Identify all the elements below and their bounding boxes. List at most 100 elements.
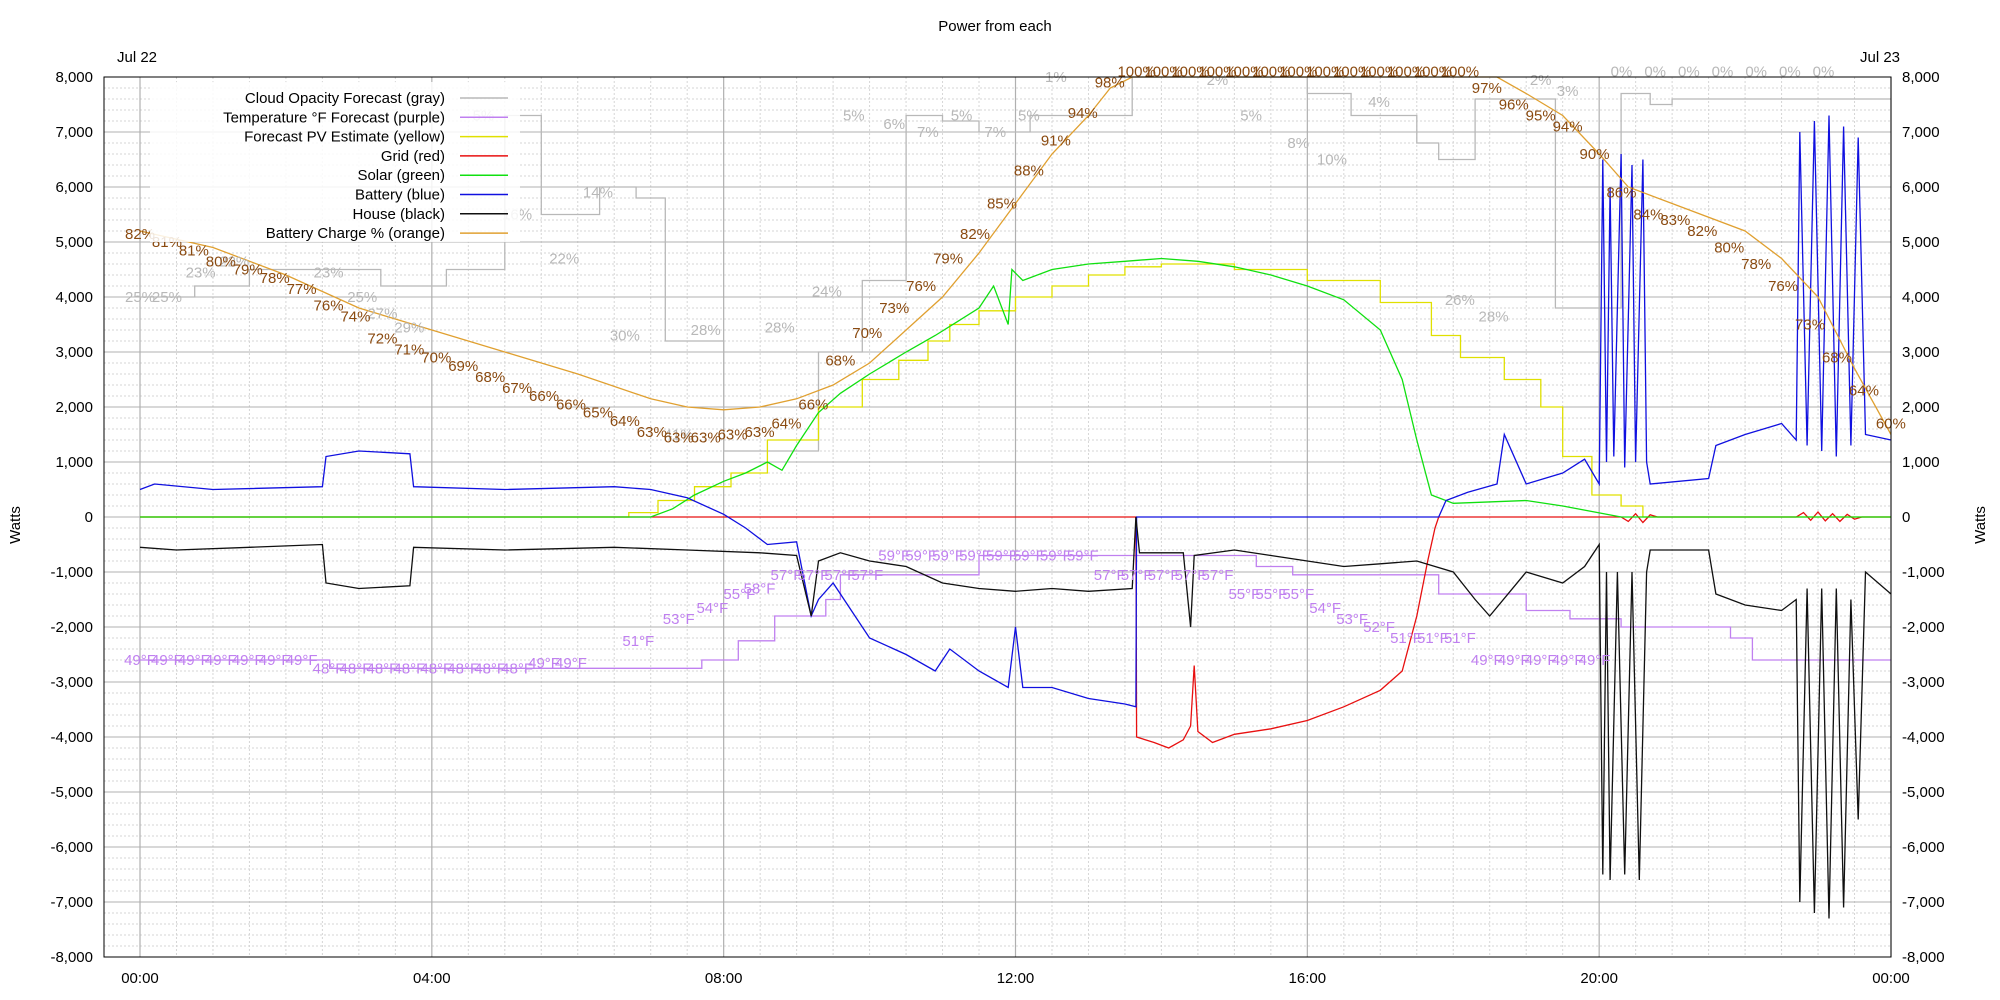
legend-entry-label: Battery Charge % (orange) <box>266 225 445 242</box>
y-tick-label-right: -6,000 <box>1902 839 1945 856</box>
battery-charge-label: 63% <box>718 427 748 444</box>
y-tick-label-left: 3,000 <box>55 344 93 361</box>
temperature-label: 55°F <box>1282 586 1314 603</box>
cloud-opacity-label: 23% <box>186 264 216 281</box>
battery-charge-label: 100% <box>1279 64 1317 81</box>
x-tick-label: 00:00 <box>1872 970 1910 987</box>
battery-charge-label: 100% <box>1414 64 1452 81</box>
y-tick-label-left: -8,000 <box>50 949 93 966</box>
temperature-label: 59°F <box>878 548 910 565</box>
battery-charge-label: 63% <box>745 424 775 441</box>
y-tick-label-right: 1,000 <box>1902 454 1940 471</box>
temperature-label: 57°F <box>851 567 883 584</box>
battery-charge-label: 95% <box>1526 108 1556 125</box>
series-line-4 <box>140 257 1891 518</box>
battery-charge-label: 68% <box>825 352 855 369</box>
battery-charge-label: 82% <box>960 226 990 243</box>
battery-charge-label: 64% <box>1849 383 1879 400</box>
battery-charge-label: 69% <box>448 358 478 375</box>
cloud-opacity-label: 0% <box>1745 64 1767 81</box>
y-axis-label-right: Watts <box>1972 506 1989 544</box>
battery-charge-label: 82% <box>1687 223 1717 240</box>
cloud-opacity-label: 22% <box>219 253 249 270</box>
y-tick-label-right: -3,000 <box>1902 674 1945 691</box>
legend-entry-label: Solar (green) <box>357 167 445 184</box>
cloud-opacity-label: 5% <box>1018 108 1040 125</box>
cloud-opacity-label: 6% <box>883 116 905 133</box>
legend-entry-label: Grid (red) <box>381 148 445 165</box>
temperature-label: 51°F <box>1417 630 1449 647</box>
cloud-opacity-label: 5% <box>1240 108 1262 125</box>
cloud-opacity-label: 23% <box>314 264 344 281</box>
cloud-opacity-label: 0% <box>1712 64 1734 81</box>
cloud-opacity-label: 28% <box>765 319 795 336</box>
y-tick-label-left: 2,000 <box>55 399 93 416</box>
temperature-label: 49°F <box>1525 652 1557 669</box>
temperature-label: 57°F <box>824 567 856 584</box>
y-tick-label-right: -5,000 <box>1902 784 1945 801</box>
temperature-label: 48°F <box>474 660 506 677</box>
temperature-label: 54°F <box>696 600 728 617</box>
battery-charge-label: 72% <box>367 330 397 347</box>
temperature-label: 55°F <box>723 586 755 603</box>
y-tick-label-left: 8,000 <box>55 69 93 86</box>
y-tick-label-right: 5,000 <box>1902 234 1940 251</box>
y-tick-label-left: -5,000 <box>50 784 93 801</box>
legend-entry-label: House (black) <box>352 206 445 223</box>
series-line-3 <box>140 510 1891 749</box>
y-tick-label-left: 0 <box>85 509 93 526</box>
battery-charge-label: 100% <box>1144 64 1182 81</box>
cloud-opacity-label: 22% <box>549 251 579 268</box>
temperature-label: 48°F <box>340 660 372 677</box>
temperature-label: 57°F <box>1148 567 1180 584</box>
x-tick-label: 00:00 <box>121 970 159 987</box>
temperature-label: 59°F <box>986 548 1018 565</box>
cloud-opacity-label: 26% <box>1445 292 1475 309</box>
battery-charge-label: 84% <box>1633 207 1663 224</box>
battery-charge-label: 100% <box>1360 64 1398 81</box>
cloud-opacity-label: 24% <box>812 284 842 301</box>
series-line-6 <box>139 516 1892 919</box>
battery-charge-label: 63% <box>637 424 667 441</box>
battery-charge-label: 91% <box>1041 132 1071 149</box>
temperature-label: 51°F <box>1390 630 1422 647</box>
battery-charge-label: 82% <box>125 226 155 243</box>
y-tick-label-left: 6,000 <box>55 179 93 196</box>
cloud-opacity-label: 8% <box>1287 135 1309 152</box>
cloud-opacity-label: 28% <box>1479 308 1509 325</box>
temperature-label: 49°F <box>205 652 237 669</box>
y-tick-label-right: -1,000 <box>1902 564 1945 581</box>
cloud-opacity-label: 0% <box>1644 64 1666 81</box>
y-tick-label-left: -1,000 <box>50 564 93 581</box>
point-labels: 25%25%23%22%23%25%27%29%5%16%22%14%30%41… <box>124 64 1906 678</box>
temperature-label: 53°F <box>663 611 695 628</box>
cloud-opacity-label: 7% <box>984 124 1006 141</box>
temperature-label: 49°F <box>178 652 210 669</box>
battery-charge-label: 100% <box>1225 64 1263 81</box>
battery-charge-label: 73% <box>879 300 909 317</box>
battery-charge-label: 85% <box>987 196 1017 213</box>
battery-charge-label: 83% <box>1660 212 1690 229</box>
temperature-label: 49°F <box>259 652 291 669</box>
x-tick-label: 20:00 <box>1580 970 1618 987</box>
cloud-opacity-label: 25% <box>152 289 182 306</box>
battery-charge-label: 94% <box>1068 105 1098 122</box>
date-right-label: Jul 23 <box>1860 49 1900 66</box>
legend-entry-label: Cloud Opacity Forecast (gray) <box>245 90 445 107</box>
cloud-opacity-label: 2% <box>1530 72 1552 89</box>
battery-charge-label: 64% <box>771 416 801 433</box>
y-tick-label-right: 3,000 <box>1902 344 1940 361</box>
legend-entry-label: Battery (blue) <box>355 187 445 204</box>
temperature-label: 48°F <box>447 660 479 677</box>
y-tick-label-right: 0 <box>1902 509 1910 526</box>
cloud-opacity-label: 0% <box>1779 64 1801 81</box>
battery-charge-label: 74% <box>340 308 370 325</box>
cloud-opacity-label: 5% <box>951 108 973 125</box>
battery-charge-label: 79% <box>933 251 963 268</box>
temperature-label: 57°F <box>1121 567 1153 584</box>
y-tick-label-left: -7,000 <box>50 894 93 911</box>
cloud-opacity-label: 25% <box>125 289 155 306</box>
temperature-label: 57°F <box>771 567 803 584</box>
temperature-label: 57°F <box>797 567 829 584</box>
battery-charge-label: 100% <box>1171 64 1209 81</box>
